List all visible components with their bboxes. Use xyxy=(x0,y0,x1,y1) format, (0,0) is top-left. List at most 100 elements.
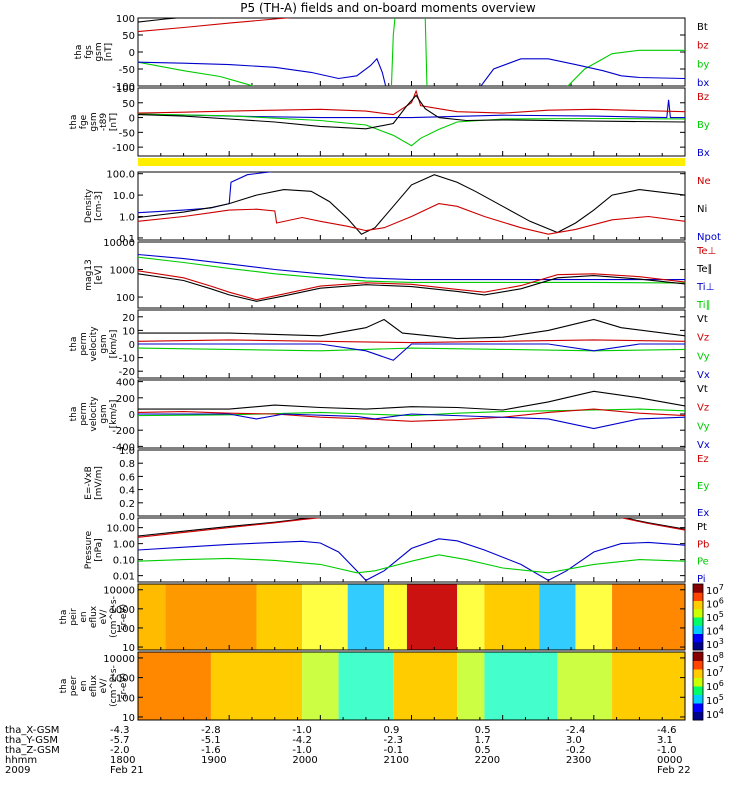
x-tick-hhmm: 1900 xyxy=(201,755,226,766)
x-tick-x_gsm: 0.9 xyxy=(384,725,400,736)
y-axis-label: Pressure [nPa] xyxy=(84,530,104,569)
colorbar-segment xyxy=(693,711,703,721)
series-by-late xyxy=(567,49,685,86)
series-Pt-late xyxy=(622,518,685,530)
y-tick-label: 10000 xyxy=(103,654,135,665)
x-tick-date: Feb 22 xyxy=(657,765,691,776)
x-tick-hhmm: 2000 xyxy=(292,755,317,766)
y-axis-label: tha fge gsm -t89 [nT] xyxy=(69,112,119,131)
y-tick-label: 1000 xyxy=(110,674,135,685)
series-Te⊥ xyxy=(138,270,685,301)
y-label-line: mag13 xyxy=(84,259,94,290)
y-tick-label: 0 xyxy=(129,48,135,59)
heat-band-2 xyxy=(256,584,303,650)
colorbar-segment xyxy=(693,625,703,634)
series-Ne xyxy=(138,203,685,235)
panel-frame xyxy=(137,241,686,309)
y-tick-label: 100 xyxy=(116,14,135,25)
series-Bt xyxy=(138,18,184,23)
y-tick-label: 0.1 xyxy=(119,234,135,245)
y-tick-label: -20 xyxy=(119,367,135,378)
x-tick-z_gsm: -0.1 xyxy=(384,745,404,756)
series-Pb-late xyxy=(621,518,685,531)
colorbar-segment xyxy=(693,641,703,651)
y-label-line: E=-VxB xyxy=(84,466,94,500)
series-by-center2 xyxy=(424,18,428,86)
y-label-line: fgs xyxy=(84,45,94,59)
y-axis-label: E=-VxB [mV/m] xyxy=(84,466,104,500)
colorbar-label: 104 xyxy=(706,624,724,638)
y-axis-label: tha peer en eflux eV/(cm^2-s-sr-eV) xyxy=(59,665,129,707)
x-axis-labels: tha_X-GSMtha_Y-GSMtha_Z-GSMhhmm2009-4.3-… xyxy=(5,725,691,776)
y-tick-label: -50 xyxy=(119,65,135,76)
x-row-label: hhmm xyxy=(5,755,37,766)
y-label-line: tha xyxy=(59,679,69,694)
series-bx-late xyxy=(480,58,685,86)
legend-entry: Ti⊥ xyxy=(696,282,714,293)
y-label-line: [mV/m] xyxy=(94,466,104,500)
y-tick-label: 100 xyxy=(116,624,135,635)
y-tick-label: 100 xyxy=(116,84,135,95)
legend-entry: Pt xyxy=(697,522,707,533)
legend-entry: Te∥ xyxy=(696,264,713,275)
heat-band-7 xyxy=(557,652,613,720)
x-tick-z_gsm: -1.6 xyxy=(201,745,221,756)
legend-entry: Vx xyxy=(697,370,710,381)
heat-band-7 xyxy=(457,584,485,650)
heat-band-3 xyxy=(338,652,394,720)
heat-band-0 xyxy=(138,584,166,650)
heat-band-4 xyxy=(347,584,385,650)
heat-band-3 xyxy=(302,584,348,650)
y-label-line: eflux xyxy=(89,674,99,697)
legend-entry: Te⊥ xyxy=(696,246,716,257)
series-Pe xyxy=(138,554,685,574)
y-axis-label: tha perm velocity gsm [km/s] xyxy=(69,396,119,432)
y-label-line: (cm^2-s- xyxy=(109,596,119,638)
y-label-line: eV/ xyxy=(99,678,109,694)
x-tick-x_gsm: 0.5 xyxy=(475,725,491,736)
y-tick-label: 0.10 xyxy=(113,556,135,567)
colorbar-segment xyxy=(693,600,703,610)
legend-entry: Bt xyxy=(697,22,708,33)
y-tick-label: 10 xyxy=(122,713,135,724)
y-tick-label: 100.0 xyxy=(106,170,135,181)
heat-band-5 xyxy=(457,652,485,720)
heat-band-9 xyxy=(539,584,576,650)
x-tick-hhmm: 1800 xyxy=(110,755,135,766)
colorbar-label: 107 xyxy=(706,665,724,679)
x-tick-x_gsm: -4.3 xyxy=(110,725,130,736)
x-tick-z_gsm: -2.0 xyxy=(110,745,130,756)
colorbar-frame xyxy=(692,651,704,721)
colorbar-label: 105 xyxy=(706,610,724,624)
legend-entry: by xyxy=(697,59,709,70)
legend-entry: Pi xyxy=(697,574,706,585)
colorbar-label: 104 xyxy=(706,707,724,721)
series-Ni xyxy=(138,174,685,235)
y-label-line: gsm xyxy=(94,42,104,61)
colorbar-segment xyxy=(693,633,703,643)
x-tick-y_gsm: -5.1 xyxy=(201,735,221,746)
x-tick-hhmm: 2200 xyxy=(475,755,500,766)
y-tick-label: 20 xyxy=(122,313,135,324)
x-tick-hhmm: 0000 xyxy=(657,755,682,766)
y-tick-label: 100 xyxy=(116,293,135,304)
y-label-line: sr-eV) xyxy=(119,604,129,630)
x-tick-x_gsm: -2.4 xyxy=(566,725,586,736)
y-tick-label: 0.2 xyxy=(119,499,135,510)
y-tick-label: -100 xyxy=(112,143,135,154)
series-bz xyxy=(138,18,293,33)
legend-entry: Ey xyxy=(697,481,709,492)
y-tick-label: 1.0 xyxy=(119,213,135,224)
series-Pt xyxy=(138,518,318,537)
series-Vy xyxy=(138,408,685,417)
y-tick-label: 1000 xyxy=(110,605,135,616)
y-label-line: velocity xyxy=(89,326,99,362)
y-tick-label: 1.00 xyxy=(113,540,135,551)
heat-band-0 xyxy=(138,652,211,720)
legend-entry: Vy xyxy=(697,351,710,362)
y-label-line: en xyxy=(79,680,89,691)
x-tick-y_gsm: -4.2 xyxy=(292,735,312,746)
heat-band-10 xyxy=(575,584,613,650)
